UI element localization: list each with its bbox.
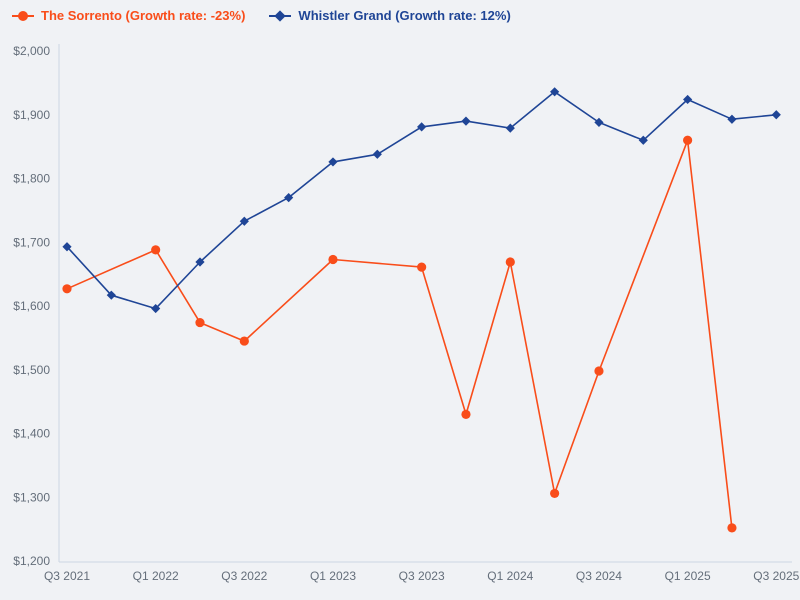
y-tick-label: $1,600 — [13, 299, 50, 313]
y-tick-label: $1,800 — [13, 172, 50, 186]
data-point-whistler-grand[interactable] — [284, 193, 294, 203]
x-tick-label: Q1 2023 — [310, 569, 356, 583]
y-tick-label: $1,300 — [13, 490, 50, 504]
data-point-the-sorrento[interactable] — [727, 523, 737, 533]
data-point-whistler-grand[interactable] — [638, 135, 648, 145]
data-point-the-sorrento[interactable] — [195, 317, 205, 328]
legend-label-sorrento: The Sorrento (Growth rate: -23%) — [41, 8, 246, 23]
data-point-the-sorrento[interactable] — [151, 245, 161, 255]
data-point-whistler-grand[interactable] — [328, 157, 338, 167]
x-tick-label: Q3 2024 — [576, 569, 622, 583]
data-point-whistler-grand[interactable] — [106, 290, 116, 300]
y-tick-label: $1,700 — [13, 235, 50, 249]
data-point-whistler-grand[interactable] — [505, 123, 515, 133]
legend-item-sorrento[interactable]: The Sorrento (Growth rate: -23%) — [12, 8, 245, 23]
data-point-whistler-grand[interactable] — [372, 149, 382, 159]
data-point-whistler-grand[interactable] — [461, 116, 471, 126]
y-tick-label: $2,000 — [13, 44, 50, 58]
series-line-the-sorrento — [66, 139, 733, 528]
circle-marker-icon — [12, 10, 34, 21]
diamond-marker-icon — [269, 10, 292, 21]
data-point-whistler-grand[interactable] — [727, 114, 737, 124]
chart-legend: The Sorrento (Growth rate: -23%) Whistle… — [12, 8, 511, 23]
data-point-whistler-grand[interactable] — [771, 110, 781, 120]
data-point-whistler-grand[interactable] — [550, 87, 560, 97]
x-tick-label: Q1 2025 — [665, 569, 711, 583]
data-point-whistler-grand[interactable] — [62, 242, 72, 252]
x-tick-label: Q1 2024 — [487, 569, 533, 583]
data-point-whistler-grand[interactable] — [594, 117, 604, 127]
legend-item-whistler[interactable]: Whistler Grand (Growth rate: 12%) — [269, 8, 511, 23]
y-tick-label: $1,900 — [13, 108, 50, 122]
x-tick-label: Q3 2021 — [44, 569, 90, 583]
x-tick-label: Q3 2025 — [753, 569, 799, 583]
data-point-the-sorrento[interactable] — [683, 135, 693, 145]
data-point-whistler-grand[interactable] — [417, 122, 427, 132]
legend-label-whistler: Whistler Grand (Growth rate: 12%) — [298, 8, 511, 23]
data-point-whistler-grand[interactable] — [239, 216, 249, 226]
data-point-the-sorrento[interactable] — [328, 254, 338, 265]
x-tick-label: Q3 2023 — [399, 569, 445, 583]
y-tick-label: $1,500 — [13, 363, 50, 377]
y-tick-label: $1,400 — [13, 427, 50, 441]
data-point-the-sorrento[interactable] — [461, 409, 471, 419]
data-point-the-sorrento[interactable] — [62, 284, 72, 294]
data-point-the-sorrento[interactable] — [550, 488, 560, 499]
data-point-whistler-grand[interactable] — [195, 257, 205, 267]
data-point-whistler-grand[interactable] — [151, 303, 161, 314]
data-point-the-sorrento[interactable] — [239, 336, 249, 346]
y-tick-label: $1,200 — [13, 554, 50, 568]
data-point-whistler-grand[interactable] — [683, 94, 693, 105]
x-tick-label: Q3 2022 — [221, 569, 267, 583]
data-point-the-sorrento[interactable] — [594, 366, 604, 376]
x-tick-label: Q1 2022 — [133, 569, 179, 583]
data-point-the-sorrento[interactable] — [505, 257, 515, 267]
data-point-the-sorrento[interactable] — [417, 262, 427, 272]
